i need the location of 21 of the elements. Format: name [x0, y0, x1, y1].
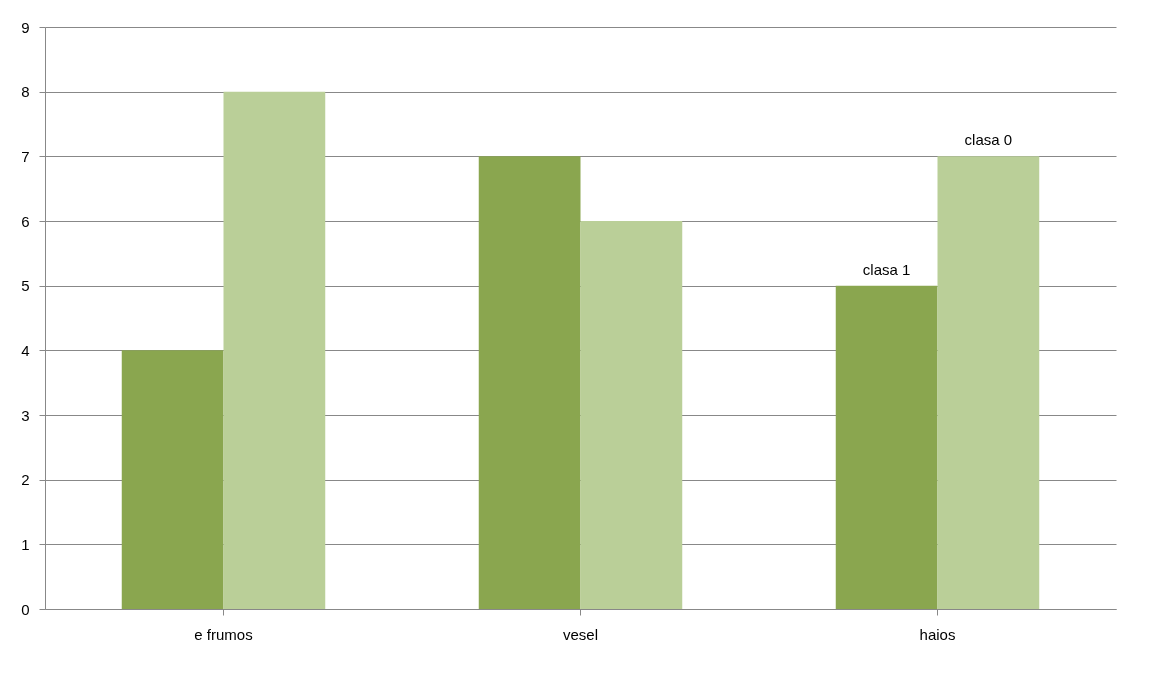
- y-tick-label: 4: [21, 341, 30, 359]
- x-tick-label: haios: [919, 625, 956, 643]
- y-tick-label: 1: [21, 535, 30, 553]
- y-tick-label: 2: [21, 471, 30, 489]
- y-tick-label: 9: [21, 18, 30, 36]
- y-tick-label: 3: [21, 406, 30, 424]
- bar: [223, 91, 326, 609]
- series-label: clasa 1: [862, 260, 911, 278]
- bar: [478, 156, 581, 609]
- y-tick-label: 6: [21, 212, 30, 230]
- x-tick-label: vesel: [562, 625, 599, 643]
- y-tick-label: 8: [21, 83, 30, 101]
- bar: [121, 350, 224, 609]
- x-tick-label: e frumos: [194, 625, 253, 643]
- y-tick-label: 0: [21, 600, 30, 618]
- y-tick-label: 7: [21, 147, 30, 165]
- y-tick-label: 5: [21, 277, 30, 295]
- bar: [835, 285, 938, 609]
- bar: [937, 156, 1040, 609]
- series-label: clasa 0: [964, 131, 1013, 149]
- bar: [580, 221, 683, 609]
